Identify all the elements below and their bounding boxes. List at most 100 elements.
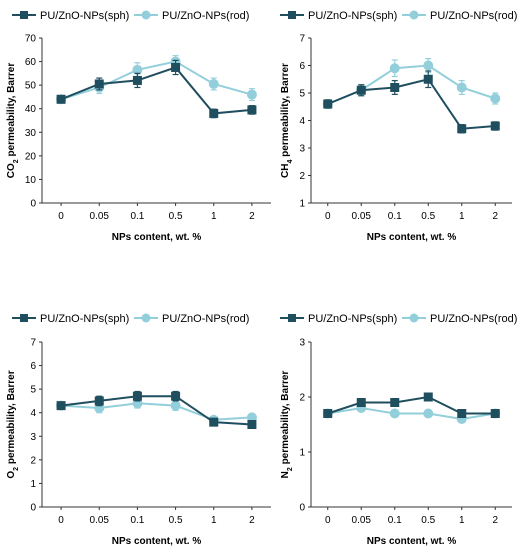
y-tick-label: 2: [299, 393, 305, 404]
y-tick-label: 5: [30, 385, 36, 396]
data-point-square: [94, 396, 104, 406]
x-axis-title: NPs content, wt. %: [367, 536, 457, 547]
y-tick-label: 3: [30, 432, 36, 443]
x-tick-label: 2: [249, 515, 255, 526]
y-axis-title: CO2 permeability, Barrer: [6, 63, 20, 179]
data-point-square: [56, 401, 66, 411]
y-tick-label: 7: [299, 34, 305, 45]
legend-label: PU/ZnO-NPs(rod): [162, 10, 249, 22]
series-rod: [56, 55, 257, 105]
y-tick-label: 4: [30, 408, 36, 419]
data-point-square: [209, 108, 219, 118]
x-tick-label: 2: [249, 211, 255, 222]
data-point-square: [56, 94, 66, 104]
data-point-circle: [208, 78, 219, 89]
x-axis-title: NPs content, wt. %: [112, 536, 202, 547]
series-line: [327, 78, 496, 130]
y-axis-title-subscript: 2: [13, 467, 20, 471]
x-tick-label: 0: [325, 211, 331, 222]
series-sph: [56, 390, 257, 429]
data-point-circle: [389, 63, 400, 74]
data-point-square: [209, 417, 219, 427]
legend-marker-circle: [141, 10, 151, 20]
y-axis-title: CH4 permeability, Barrer: [280, 63, 294, 178]
series-line: [60, 66, 253, 115]
data-point-circle: [490, 93, 501, 104]
y-tick-label: 1: [299, 448, 305, 459]
x-tick-label: 1: [459, 211, 465, 222]
chart-panel-top-right: PU/ZnO-NPs(sph) PU/ZnO-NPs(rod) 1 2 3 4 5 6 7 0 0.…: [280, 10, 517, 243]
chart-panel-bottom-right: PU/ZnO-NPs(sph) PU/ZnO-NPs(rod) 0 1 2 3 0 0.05 0…: [280, 313, 517, 547]
y-axis-title-subscript: 2: [287, 467, 294, 471]
y-tick-label: 60: [25, 57, 37, 68]
x-tick-label: 0.1: [388, 515, 402, 526]
y-tick-label: 10: [25, 175, 37, 186]
series-line: [61, 402, 252, 421]
y-tick-label: 70: [25, 34, 37, 45]
x-tick-label: 0.05: [90, 211, 110, 222]
y-axis-title-subscript: 2: [13, 159, 20, 163]
legend-label: PU/ZnO-NPs(rod): [430, 313, 517, 325]
y-tick-label: 3: [299, 338, 305, 349]
x-tick-label: 1: [211, 515, 217, 526]
legend-label: PU/ZnO-NPs(rod): [430, 10, 517, 22]
y-axis-title-main: O: [6, 471, 17, 479]
x-tick-label: 0.5: [421, 211, 435, 222]
y-axis-title-rest: permeability, Barrer: [6, 370, 17, 467]
y-axis-title-rest: permeability, Barrer: [280, 63, 291, 160]
data-point-square: [94, 79, 104, 89]
y-tick-label: 2: [30, 455, 36, 466]
legend-marker-circle: [409, 10, 419, 20]
series-sph: [323, 392, 500, 418]
x-tick-label: 0.5: [421, 515, 435, 526]
data-point-square: [390, 398, 400, 407]
data-point-circle: [423, 408, 434, 419]
y-tick-label: 40: [25, 104, 37, 115]
data-point-square: [323, 409, 333, 418]
data-point-circle: [170, 400, 181, 411]
x-tick-label: 0: [325, 515, 331, 526]
x-tick-label: 0: [58, 211, 64, 222]
chart-legend: PU/ZnO-NPs(sph) PU/ZnO-NPs(rod): [12, 313, 249, 325]
y-tick-label: 6: [30, 361, 36, 372]
data-point-square: [423, 74, 433, 84]
data-point-circle: [246, 89, 257, 100]
chart-legend: PU/ZnO-NPs(sph) PU/ZnO-NPs(rod): [280, 10, 517, 22]
x-tick-label: 0.05: [352, 515, 372, 526]
data-point-circle: [246, 412, 257, 423]
data-point-square: [356, 398, 366, 407]
series-line: [327, 64, 496, 105]
legend-marker-square: [20, 11, 28, 19]
x-tick-label: 2: [492, 515, 498, 526]
data-point-square: [356, 85, 366, 95]
y-axis-title-subscript: 4: [287, 159, 294, 163]
series-line: [60, 395, 252, 426]
x-tick-label: 0.1: [388, 211, 402, 222]
legend-marker-square: [288, 314, 296, 322]
data-point-square: [132, 391, 142, 401]
y-tick-label: 0: [299, 503, 305, 514]
data-point-square: [247, 420, 257, 429]
legend-label: PU/ZnO-NPs(sph): [308, 313, 397, 325]
data-point-circle: [456, 82, 467, 93]
y-tick-label: 0: [30, 503, 36, 514]
legend-label: PU/ZnO-NPs(sph): [40, 10, 129, 22]
x-tick-label: 0.05: [352, 211, 372, 222]
y-tick-label: 1: [299, 199, 305, 210]
legend-label: PU/ZnO-NPs(rod): [162, 313, 249, 325]
x-tick-label: 1: [459, 515, 465, 526]
y-tick-label: 7: [30, 338, 36, 349]
data-point-square: [490, 409, 500, 418]
y-tick-label: 20: [25, 151, 37, 162]
y-tick-label: 0: [30, 199, 36, 210]
y-tick-label: 50: [25, 81, 37, 92]
x-axis-title: NPs content, wt. %: [112, 232, 202, 243]
legend-label: PU/ZnO-NPs(sph): [308, 10, 397, 22]
series-line: [327, 406, 496, 421]
y-axis-title: N2 permeability, Barrer: [280, 371, 294, 479]
data-point-square: [490, 121, 500, 131]
x-tick-label: 2: [492, 211, 498, 222]
y-axis-title-main: CO: [6, 163, 17, 178]
data-point-circle: [132, 64, 143, 75]
